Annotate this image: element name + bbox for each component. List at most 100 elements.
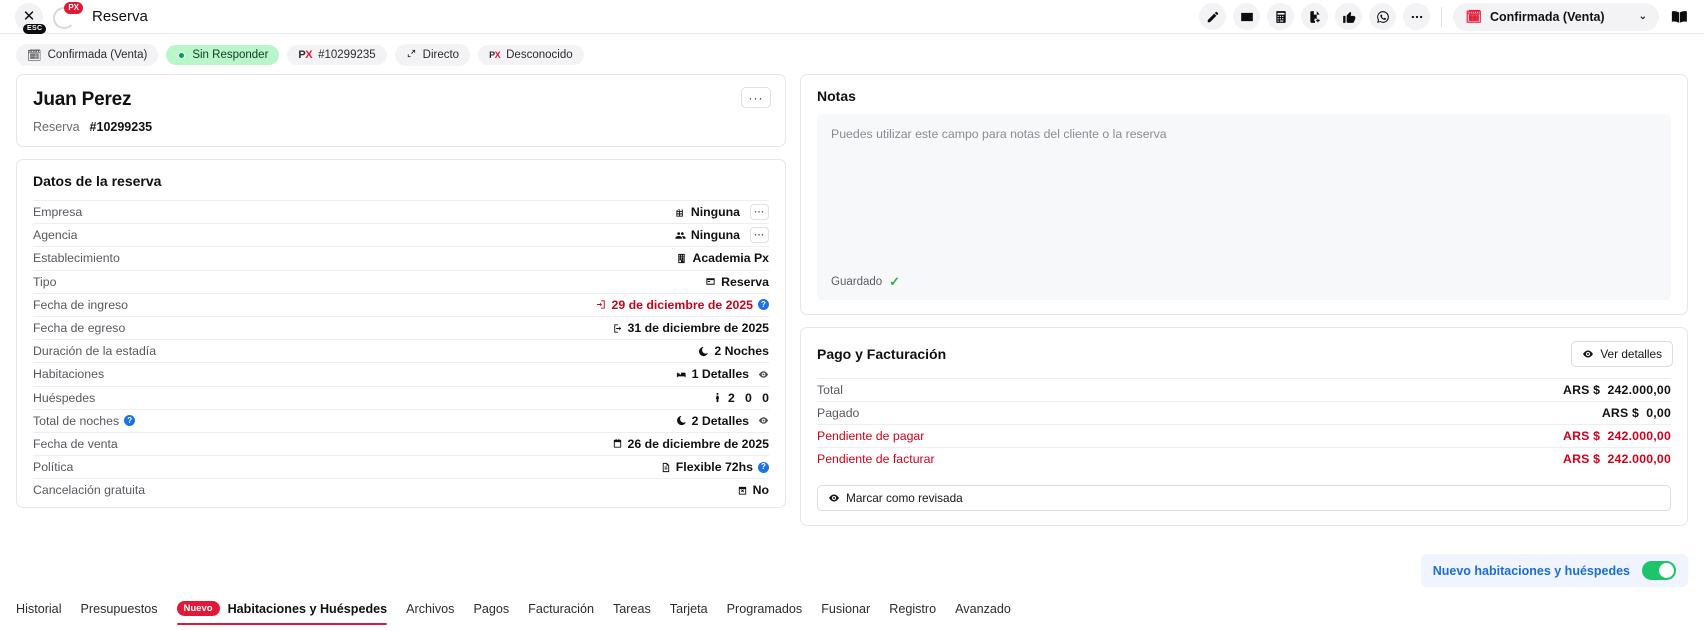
row-value-text: Reserva <box>721 274 769 289</box>
row-amount: ARS $ 242.000,00 <box>1563 452 1671 466</box>
currency-label: ARS $ <box>1563 383 1601 397</box>
tab-fusionar[interactable]: Fusionar <box>821 602 871 617</box>
building-icon <box>676 253 687 264</box>
row-value-text: Ninguna <box>690 228 740 243</box>
edit-icon[interactable] <box>1199 3 1227 30</box>
row-value-text: 2 Noches <box>714 344 769 359</box>
row-label: Pendiente de facturar <box>817 452 935 466</box>
tab-registro[interactable]: Registro <box>889 602 937 617</box>
row-label: Total de noches ? <box>33 414 136 428</box>
moon-icon <box>676 415 687 426</box>
tab-tarjeta[interactable]: Tarjeta <box>669 602 708 617</box>
table-row: Total ARS $ 242.000,00 <box>817 378 1671 401</box>
table-row: Habitaciones 1 Detalles <box>33 362 769 385</box>
reservation-chips: 🗓 Confirmada (Venta) Sin Responder PX #1… <box>0 34 1704 74</box>
row-value-text: Flexible 72hs <box>675 460 753 475</box>
header-more-button[interactable]: ··· <box>741 87 771 108</box>
amount-value: 242.000,00 <box>1607 452 1671 466</box>
notes-input[interactable]: Puedes utilizar este campo para notas de… <box>817 114 1671 300</box>
bed-icon <box>676 369 687 380</box>
tab-historial[interactable]: Historial <box>16 602 62 617</box>
chip-label: Directo <box>422 49 460 61</box>
row-value: Academia Px <box>676 251 769 265</box>
table-row: Huéspedes 2 0 0 <box>33 385 769 409</box>
chip-reservation-number[interactable]: PX #10299235 <box>287 45 387 65</box>
row-more-button[interactable]: ··· <box>750 204 769 221</box>
reservation-status-dropdown[interactable]: 🗓 Confirmada (Venta) ⌄ <box>1453 2 1659 31</box>
tab-tareas[interactable]: Tareas <box>612 602 651 617</box>
feature-toggle-box: Nuevo habitaciones y huéspedes <box>1420 554 1688 587</box>
chip-source[interactable]: PX Desconocido <box>478 45 584 65</box>
status-label: Confirmada (Venta) <box>1490 9 1605 24</box>
px-crossed-icon: PX <box>489 50 501 60</box>
tab-presupuestos[interactable]: Presupuestos <box>80 602 158 617</box>
chip-status[interactable]: 🗓 Confirmada (Venta) <box>16 44 159 66</box>
row-label: Establecimiento <box>33 251 120 266</box>
mark-reviewed-button[interactable]: Marcar como revisada <box>817 485 1671 511</box>
email-icon[interactable] <box>1233 3 1261 30</box>
tab-archivos[interactable]: Archivos <box>406 602 455 617</box>
tab-avanzado[interactable]: Avanzado <box>955 602 1011 617</box>
chip-response-status[interactable]: Sin Responder <box>166 45 280 65</box>
tab-pagos[interactable]: Pagos <box>473 602 510 617</box>
currency-label: ARS $ <box>1563 429 1601 443</box>
view-details-button[interactable]: Ver detalles <box>1571 341 1673 367</box>
row-value: 2 Noches <box>698 344 769 358</box>
reservation-number: #10299235 <box>89 120 153 134</box>
left-column: Juan Perez Reserva #10299235 ··· Datos d… <box>16 74 786 520</box>
help-icon[interactable]: ? <box>758 299 769 311</box>
row-value-text: 26 de diciembre de 2025 <box>627 436 770 451</box>
calculator-icon[interactable] <box>1267 3 1295 30</box>
chip-label: Confirmada (Venta) <box>47 49 148 61</box>
table-row: Empresa Ninguna ··· <box>33 200 769 223</box>
row-value: No <box>737 483 769 497</box>
table-row: Pagado ARS $ 0,00 <box>817 401 1671 424</box>
view-details-icon[interactable] <box>758 369 769 380</box>
px-logo-icon: PX <box>298 49 313 61</box>
amount-value: 242.000,00 <box>1607 429 1671 443</box>
reservation-data-rows: Empresa Ninguna ··· Agencia Ninguna ··· … <box>17 200 785 507</box>
tab-habitaciones-y-huespedes[interactable]: Nuevo Habitaciones y Huéspedes <box>176 601 388 626</box>
add-document-icon[interactable] <box>1301 3 1329 30</box>
tab-programados[interactable]: Programados <box>726 602 803 617</box>
row-value-text: 31 de diciembre de 2025 <box>627 321 770 336</box>
row-value-text: Ninguna <box>690 205 740 220</box>
thumbs-up-icon[interactable] <box>1335 3 1363 30</box>
feature-toggle-label: Nuevo habitaciones y huéspedes <box>1432 563 1630 578</box>
close-control: ✕ ESC <box>8 0 50 34</box>
view-details-icon[interactable] <box>758 415 769 426</box>
avatar: PX <box>52 1 83 32</box>
px-brand-badge: PX <box>64 1 83 14</box>
new-badge: Nuevo <box>176 601 220 617</box>
help-icon[interactable]: ? <box>124 415 136 427</box>
notes-spacer <box>801 300 1687 314</box>
row-amount: ARS $ 0,00 <box>1602 406 1671 420</box>
toolbar: 🗓 Confirmada (Venta) ⌄ <box>1199 2 1692 31</box>
row-more-button[interactable]: ··· <box>750 227 769 244</box>
tab-label: Habitaciones y Huéspedes <box>227 601 388 616</box>
handbook-icon[interactable] <box>1666 4 1692 30</box>
company-icon <box>675 207 686 218</box>
help-icon[interactable]: ? <box>758 461 769 473</box>
reservation-line: Reserva #10299235 <box>33 120 769 134</box>
row-value: 2 0 0 <box>712 391 769 405</box>
page-title: Reserva <box>92 8 148 25</box>
agency-icon <box>675 230 686 241</box>
calendar-icon <box>612 438 623 449</box>
tab-facturacion[interactable]: Facturación <box>528 602 594 617</box>
currency-label: ARS $ <box>1601 406 1640 420</box>
chip-channel[interactable]: Directo <box>394 44 471 66</box>
row-label: Total <box>817 383 843 397</box>
row-value: 1 Detalles <box>676 367 769 381</box>
table-row: Total de noches ? 2 Detalles <box>33 408 769 432</box>
whatsapp-icon[interactable] <box>1369 3 1397 30</box>
row-value-text: Academia Px <box>692 251 769 266</box>
reservation-data-card: Datos de la reserva Empresa Ninguna ··· … <box>16 159 786 509</box>
table-row: Fecha de egreso 31 de diciembre de 2025 <box>33 315 770 339</box>
more-options-icon[interactable] <box>1403 3 1431 30</box>
feature-toggle-switch[interactable] <box>1642 561 1676 580</box>
row-value-text: No <box>752 483 769 498</box>
row-label: Política <box>33 460 74 475</box>
row-value-text: 29 de diciembre de 2025 <box>611 297 754 312</box>
esc-hint-badge: ESC <box>23 23 47 34</box>
